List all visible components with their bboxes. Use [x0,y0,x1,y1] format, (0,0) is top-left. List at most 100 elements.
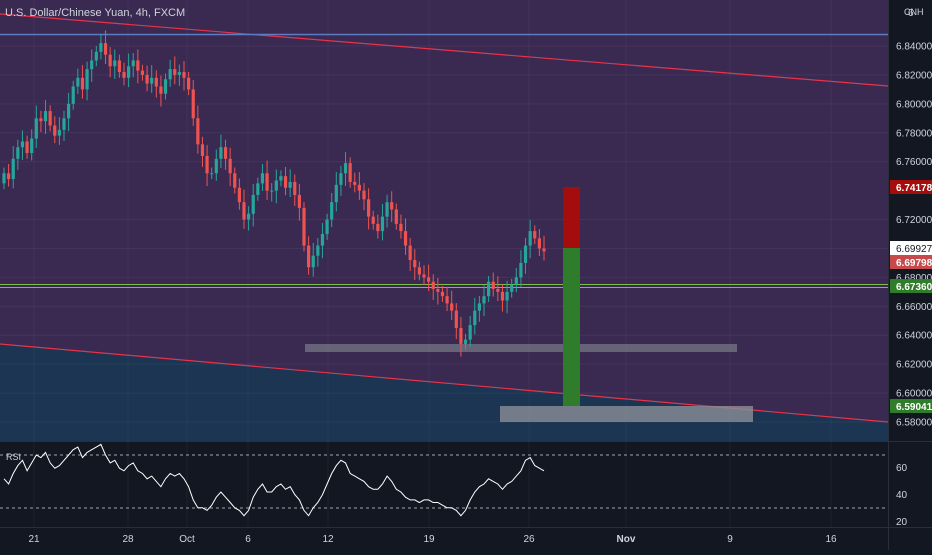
candle-body[interactable] [473,310,477,326]
candle-body[interactable] [233,173,237,188]
candle-body[interactable] [2,173,6,184]
candle-body[interactable] [11,158,15,180]
candle-body[interactable] [293,181,297,195]
channel-upper-line[interactable] [0,13,889,87]
candle-body[interactable] [353,181,357,185]
candle-body[interactable] [270,190,274,192]
candle-body[interactable] [459,328,463,344]
candle-body[interactable] [417,267,421,275]
candle-body[interactable] [367,199,371,217]
candle-body[interactable] [523,245,528,263]
candle-body[interactable] [163,79,168,94]
candle-body[interactable] [454,310,458,328]
candle-body[interactable] [200,144,205,156]
candle-body[interactable] [136,60,140,71]
candle-body[interactable] [265,173,269,191]
candle-body[interactable] [380,216,385,232]
candle-body[interactable] [214,158,218,174]
candle-body[interactable] [247,213,251,220]
candle-body[interactable] [311,255,315,268]
candle-body[interactable] [330,202,334,220]
candle-body[interactable] [191,89,195,119]
candle-body[interactable] [413,260,417,268]
candle-body[interactable] [445,296,449,304]
candle-body[interactable] [427,277,431,282]
candle-body[interactable] [339,173,343,185]
target-zone[interactable] [500,406,753,422]
candle-body[interactable] [307,245,311,268]
candle-body[interactable] [154,77,158,87]
candle-body[interactable] [376,223,380,232]
candle-body[interactable] [90,60,94,70]
candle-body[interactable] [431,281,435,289]
candle-body[interactable] [408,245,412,261]
candle-body[interactable] [463,339,468,344]
candle-body[interactable] [348,163,352,182]
candle-body[interactable] [20,141,25,148]
candle-body[interactable] [99,43,103,52]
candle-body[interactable] [362,190,366,200]
candle-body[interactable] [487,281,491,297]
candle-body[interactable] [113,60,117,67]
candle-body[interactable] [394,209,398,224]
candle-body[interactable] [30,138,34,154]
candle-body[interactable] [16,147,20,159]
candle-body[interactable] [103,43,108,55]
candle-body[interactable] [422,274,426,278]
candle-body[interactable] [302,207,306,246]
candle-body[interactable] [542,248,546,252]
candle-body[interactable] [85,69,89,90]
rsi-line[interactable] [3,443,545,517]
candle-body[interactable] [7,173,11,180]
candle-body[interactable] [537,238,541,249]
candle-body[interactable] [491,281,495,289]
candle-body[interactable] [34,118,38,139]
candle-body[interactable] [510,284,514,292]
candle-body[interactable] [500,291,505,301]
candle-body[interactable] [168,69,172,80]
candle-body[interactable] [440,291,445,297]
candle-body[interactable] [223,147,228,159]
candle-body[interactable] [228,158,232,174]
candle-body[interactable] [196,118,200,145]
candle-body[interactable] [205,155,209,174]
candle-body[interactable] [210,173,214,175]
candle-body[interactable] [274,180,278,191]
candle-body[interactable] [76,77,80,87]
candle-body[interactable] [477,303,481,311]
candle-body[interactable] [43,111,48,122]
candle-body[interactable] [519,262,523,278]
candle-body[interactable] [343,163,348,174]
candle-body[interactable] [25,141,29,154]
candle-body[interactable] [436,288,440,292]
candle-body[interactable] [514,277,518,285]
candle-body[interactable] [182,72,186,78]
stop-loss-bar[interactable] [563,187,580,248]
candle-body[interactable] [67,103,71,119]
candle-body[interactable] [279,176,283,181]
candle-body[interactable] [39,118,43,122]
candle-body[interactable] [150,77,154,84]
candle-body[interactable] [219,147,223,159]
candle-body[interactable] [80,77,85,90]
candle-body[interactable] [237,187,241,203]
take-profit-bar[interactable] [563,248,580,406]
candle-body[interactable] [117,60,121,73]
candle-body[interactable] [505,291,509,301]
candle-body[interactable] [288,181,292,188]
candle-body[interactable] [131,60,135,67]
candle-body[interactable] [316,245,320,256]
candle-body[interactable] [403,231,408,246]
candle-body[interactable] [468,325,472,340]
candle-body[interactable] [57,129,61,136]
candle-body[interactable] [371,216,375,224]
candle-body[interactable] [108,54,112,67]
candle-body[interactable] [159,86,163,94]
candle-body[interactable] [482,296,486,304]
candle-body[interactable] [390,202,394,210]
candle-body[interactable] [122,72,126,78]
candle-body[interactable] [127,66,131,78]
support-zone[interactable] [305,344,737,352]
candle-body[interactable] [450,303,454,311]
